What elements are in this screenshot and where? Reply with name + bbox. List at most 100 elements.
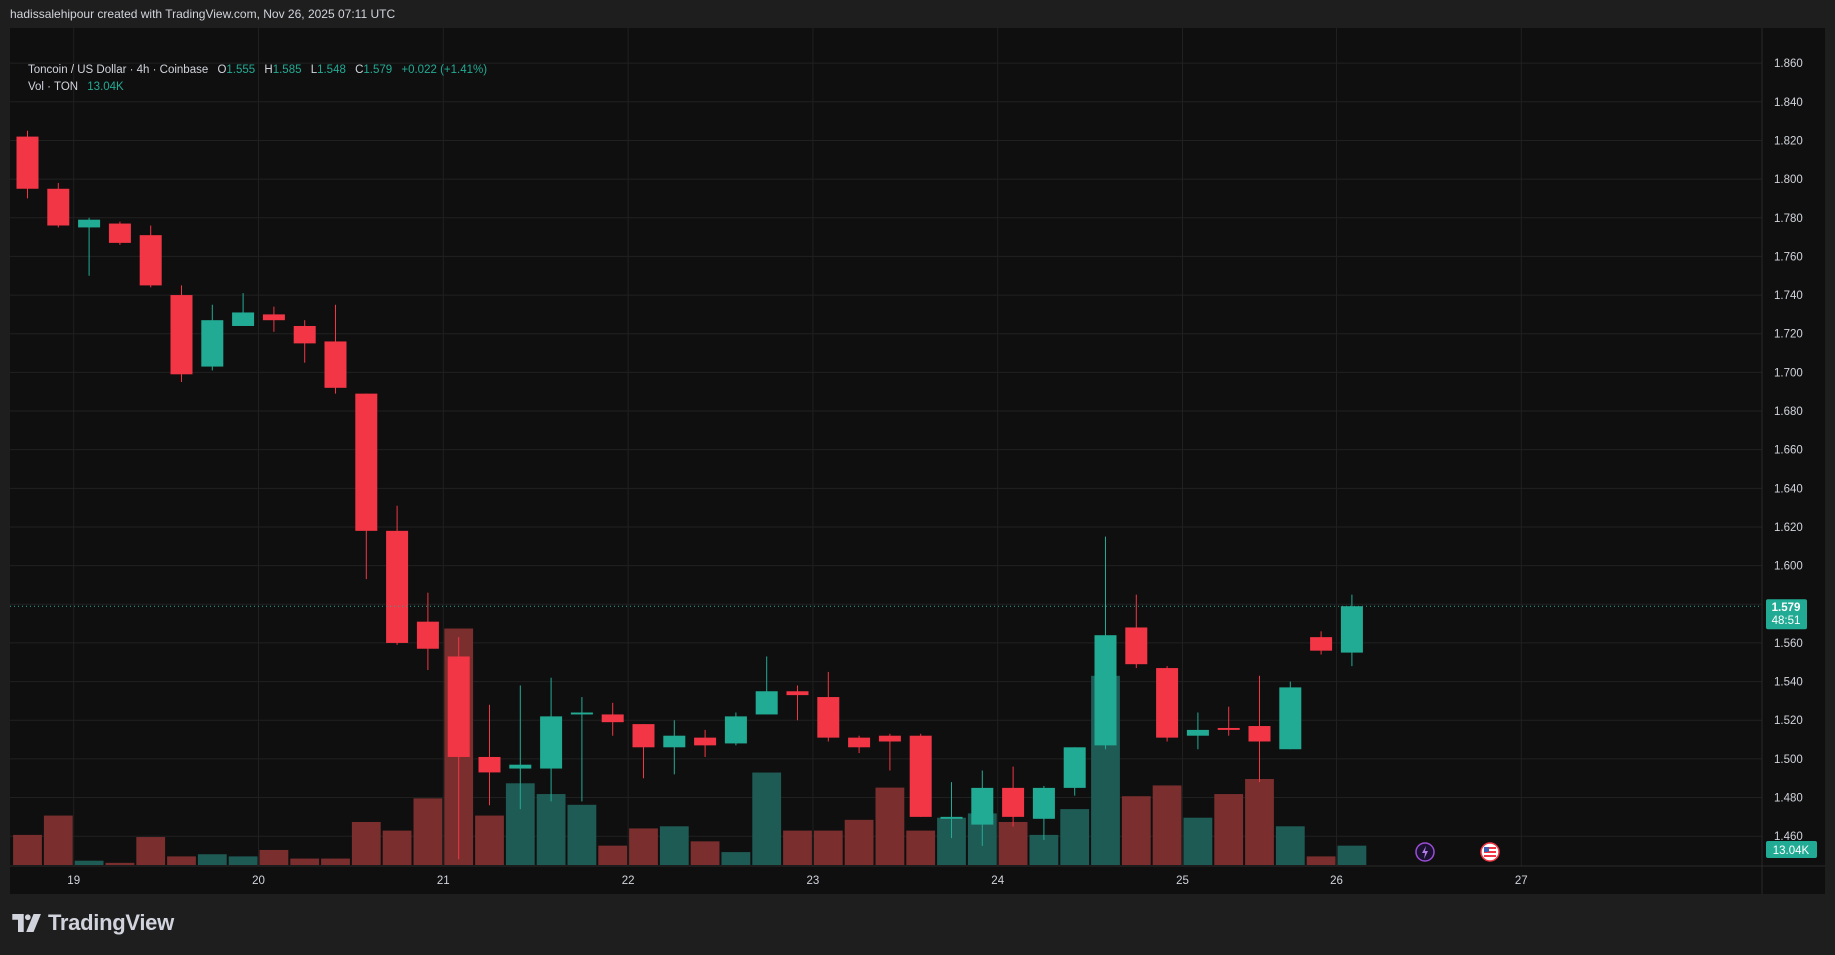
candle — [755, 656, 778, 715]
legend-open-label: O — [217, 64, 227, 76]
volume-bar — [197, 854, 227, 865]
chart-svg[interactable]: 1.4601.4801.5001.5201.5401.5601.5801.600… — [10, 28, 1825, 894]
legend-low-label: L — [310, 64, 318, 76]
candle — [909, 733, 932, 817]
tradingview-logo[interactable]: TradingView — [12, 910, 174, 936]
candle-body — [1156, 668, 1179, 738]
candle — [386, 505, 409, 645]
candle-body — [786, 691, 809, 696]
volume-bar — [228, 856, 258, 865]
time-tick-label: 25 — [1176, 875, 1189, 887]
candle-body — [108, 223, 131, 243]
time-tick-label: 20 — [252, 875, 265, 887]
price-tick-label: 1.780 — [1774, 213, 1803, 225]
flash-event-icon[interactable] — [1415, 842, 1435, 862]
candle-body — [601, 714, 624, 723]
candle-body — [447, 656, 470, 757]
candle — [447, 637, 470, 860]
price-tick-label: 1.740 — [1774, 290, 1803, 302]
candle — [1310, 631, 1333, 655]
candle — [878, 733, 901, 771]
price-tick-label: 1.760 — [1774, 251, 1803, 263]
candle — [663, 720, 686, 775]
candle — [940, 782, 963, 839]
volume-bar — [875, 787, 905, 865]
candle-body — [386, 530, 409, 643]
legend-symbol: Toncoin / US Dollar · 4h · Coinbase — [28, 64, 209, 76]
candle — [1094, 536, 1117, 750]
candle-body — [694, 737, 717, 746]
legend-high-label: H — [264, 64, 273, 76]
candle-body — [1063, 747, 1086, 788]
volume-bar — [567, 804, 597, 865]
legend-change: +0.022 (+1.41%) — [401, 64, 488, 76]
time-tick-label: 24 — [991, 875, 1004, 887]
volume-bar — [752, 772, 782, 865]
volume-bar — [1121, 796, 1151, 865]
candle-body — [478, 756, 501, 773]
us-flag-event-icon[interactable] — [1480, 842, 1500, 862]
volume-bar — [1337, 845, 1367, 865]
candle-body — [1125, 627, 1148, 665]
time-tick-label: 21 — [437, 875, 450, 887]
candle — [478, 704, 501, 806]
tradingview-logo-text: TradingView — [48, 910, 174, 935]
volume-bar — [1152, 785, 1182, 865]
candle-body — [540, 716, 563, 769]
candle-body — [293, 325, 316, 344]
candle — [509, 685, 532, 810]
candle-body — [262, 314, 285, 321]
price-axis: 1.4601.4801.5001.5201.5401.5601.5801.600… — [1774, 58, 1803, 843]
candle-body — [1094, 635, 1117, 746]
volume-bar — [998, 822, 1028, 865]
price-tick-label: 1.480 — [1774, 793, 1803, 805]
candle — [232, 293, 255, 326]
legend-close-value: 1.579 — [363, 64, 393, 76]
chart-area[interactable]: 1.4601.4801.5001.5201.5401.5601.5801.600… — [10, 28, 1825, 894]
price-tick-label: 1.680 — [1774, 406, 1803, 418]
credit-text: hadissalehipour created with TradingView… — [10, 7, 396, 21]
candle-body — [1310, 637, 1333, 651]
candle-body — [1217, 727, 1240, 730]
price-tick-label: 1.820 — [1774, 135, 1803, 147]
candle-body — [78, 219, 101, 228]
candle — [1063, 747, 1086, 796]
volume-bar — [1245, 779, 1274, 865]
price-tick-label: 1.640 — [1774, 483, 1803, 495]
candle-body — [232, 312, 255, 326]
candle-body — [201, 320, 224, 367]
last-price-badge: 1.579 48:51 — [1766, 599, 1807, 630]
price-tick-label: 1.660 — [1774, 445, 1803, 457]
volume-bar — [475, 815, 504, 865]
candle-body — [1032, 787, 1055, 819]
candle-body — [1340, 606, 1363, 653]
legend-volume-value: 13.04K — [87, 81, 124, 93]
candle-body — [416, 621, 439, 649]
candle-body — [16, 136, 39, 189]
candle — [601, 702, 624, 736]
candle-body — [940, 816, 963, 819]
price-tick-label: 1.720 — [1774, 329, 1803, 341]
top-bar: hadissalehipour created with TradingView… — [0, 0, 1835, 28]
volume-bar — [105, 862, 135, 865]
tradingview-logo-icon — [12, 914, 41, 932]
volume-bar — [351, 822, 381, 865]
candle — [108, 221, 131, 245]
candle — [817, 671, 840, 742]
candle — [293, 320, 316, 363]
volume-layer — [13, 628, 1367, 865]
candle — [848, 735, 871, 754]
candle — [47, 182, 70, 228]
price-tick-label: 1.620 — [1774, 522, 1803, 534]
candle — [694, 729, 717, 757]
bottom-bar: TradingView — [0, 896, 1835, 955]
volume-bar — [382, 830, 412, 865]
volume-bar — [721, 852, 751, 865]
volume-badge: 13.04K — [1766, 841, 1817, 858]
candle — [1340, 594, 1363, 667]
volume-bar — [413, 798, 443, 865]
candle-body — [170, 295, 193, 375]
candle-body — [1279, 687, 1302, 750]
candle-body — [570, 712, 593, 715]
legend-symbol-row: Toncoin / US Dollar · 4h · Coinbase O 1.5… — [28, 62, 487, 79]
